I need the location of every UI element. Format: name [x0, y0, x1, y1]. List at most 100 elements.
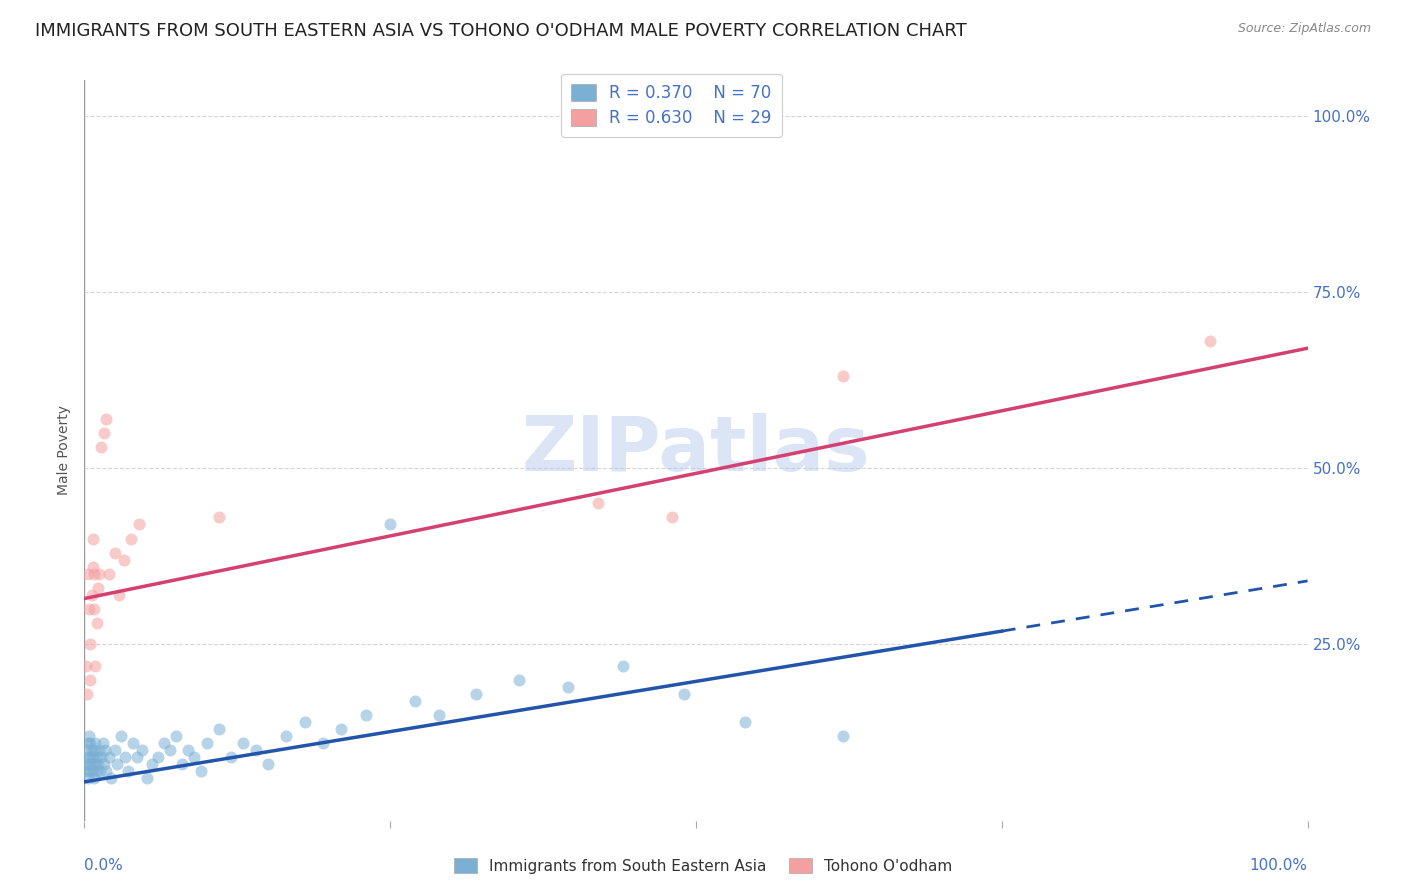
Point — [612, 658, 634, 673]
Point — [87, 743, 110, 757]
Point — [80, 588, 103, 602]
Point — [107, 588, 129, 602]
Point — [427, 707, 450, 722]
Text: 0.0%: 0.0% — [84, 858, 124, 872]
Point — [86, 764, 108, 779]
Point — [82, 532, 104, 546]
Point — [79, 750, 101, 764]
Point — [77, 750, 100, 764]
Point — [90, 750, 112, 764]
Point — [159, 743, 181, 757]
Point — [104, 546, 127, 560]
Point — [96, 764, 118, 779]
Point — [1198, 334, 1220, 348]
Point — [77, 566, 100, 581]
Point — [128, 517, 150, 532]
Point — [557, 680, 579, 694]
Point — [94, 743, 117, 757]
Point — [79, 673, 101, 687]
Point — [245, 743, 267, 757]
Point — [79, 637, 101, 651]
Point — [82, 750, 104, 764]
Text: IMMIGRANTS FROM SOUTH EASTERN ASIA VS TOHONO O'ODHAM MALE POVERTY CORRELATION CH: IMMIGRANTS FROM SOUTH EASTERN ASIA VS TO… — [35, 22, 967, 40]
Point — [79, 736, 101, 750]
Text: 100.0%: 100.0% — [1250, 858, 1308, 872]
Point — [120, 532, 142, 546]
Point — [135, 772, 157, 786]
Point — [93, 757, 115, 772]
Point — [661, 510, 683, 524]
Point — [177, 743, 200, 757]
Point — [77, 772, 100, 786]
Point — [79, 764, 101, 779]
Point — [110, 729, 132, 743]
Point — [112, 553, 135, 567]
Point — [76, 743, 98, 757]
Point — [75, 757, 97, 772]
Point — [80, 743, 103, 757]
Point — [86, 750, 108, 764]
Point — [89, 764, 111, 779]
Point — [734, 714, 756, 729]
Point — [190, 764, 212, 779]
Point — [183, 750, 205, 764]
Point — [82, 559, 104, 574]
Point — [77, 757, 100, 772]
Point — [208, 510, 231, 524]
Point — [125, 750, 148, 764]
Point — [83, 772, 105, 786]
Point — [208, 722, 231, 736]
Point — [294, 714, 316, 729]
Y-axis label: Male Poverty: Male Poverty — [58, 406, 72, 495]
Legend: R = 0.370    N = 70, R = 0.630    N = 29: R = 0.370 N = 70, R = 0.630 N = 29 — [561, 74, 782, 136]
Point — [464, 687, 486, 701]
Point — [172, 757, 194, 772]
Point — [93, 425, 115, 440]
Point — [97, 750, 120, 764]
Point — [100, 772, 122, 786]
Point — [77, 736, 100, 750]
Point — [672, 687, 695, 701]
Point — [146, 750, 169, 764]
Point — [90, 440, 112, 454]
Point — [76, 764, 98, 779]
Point — [87, 566, 110, 581]
Point — [330, 722, 353, 736]
Point — [586, 496, 609, 510]
Point — [404, 694, 426, 708]
Point — [117, 764, 139, 779]
Text: ZIPatlas: ZIPatlas — [522, 414, 870, 487]
Point — [87, 581, 110, 595]
Point — [114, 750, 136, 764]
Point — [122, 736, 145, 750]
Point — [77, 602, 100, 616]
Point — [232, 736, 254, 750]
Point — [83, 566, 105, 581]
Point — [84, 757, 107, 772]
Point — [97, 566, 120, 581]
Point — [141, 757, 163, 772]
Point — [76, 687, 98, 701]
Point — [80, 757, 103, 772]
Point — [82, 764, 104, 779]
Point — [84, 736, 107, 750]
Point — [105, 757, 128, 772]
Point — [104, 743, 127, 757]
Point — [508, 673, 530, 687]
Point — [354, 707, 377, 722]
Point — [165, 729, 187, 743]
Point — [380, 517, 402, 532]
Point — [312, 736, 335, 750]
Point — [219, 750, 242, 764]
Point — [276, 729, 298, 743]
Point — [257, 757, 280, 772]
Point — [77, 729, 100, 743]
Point — [83, 743, 105, 757]
Point — [831, 369, 853, 384]
Point — [84, 658, 107, 673]
Point — [831, 729, 853, 743]
Legend: Immigrants from South Eastern Asia, Tohono O'odham: Immigrants from South Eastern Asia, Toho… — [447, 852, 959, 880]
Point — [86, 616, 108, 631]
Point — [96, 411, 118, 425]
Point — [131, 743, 153, 757]
